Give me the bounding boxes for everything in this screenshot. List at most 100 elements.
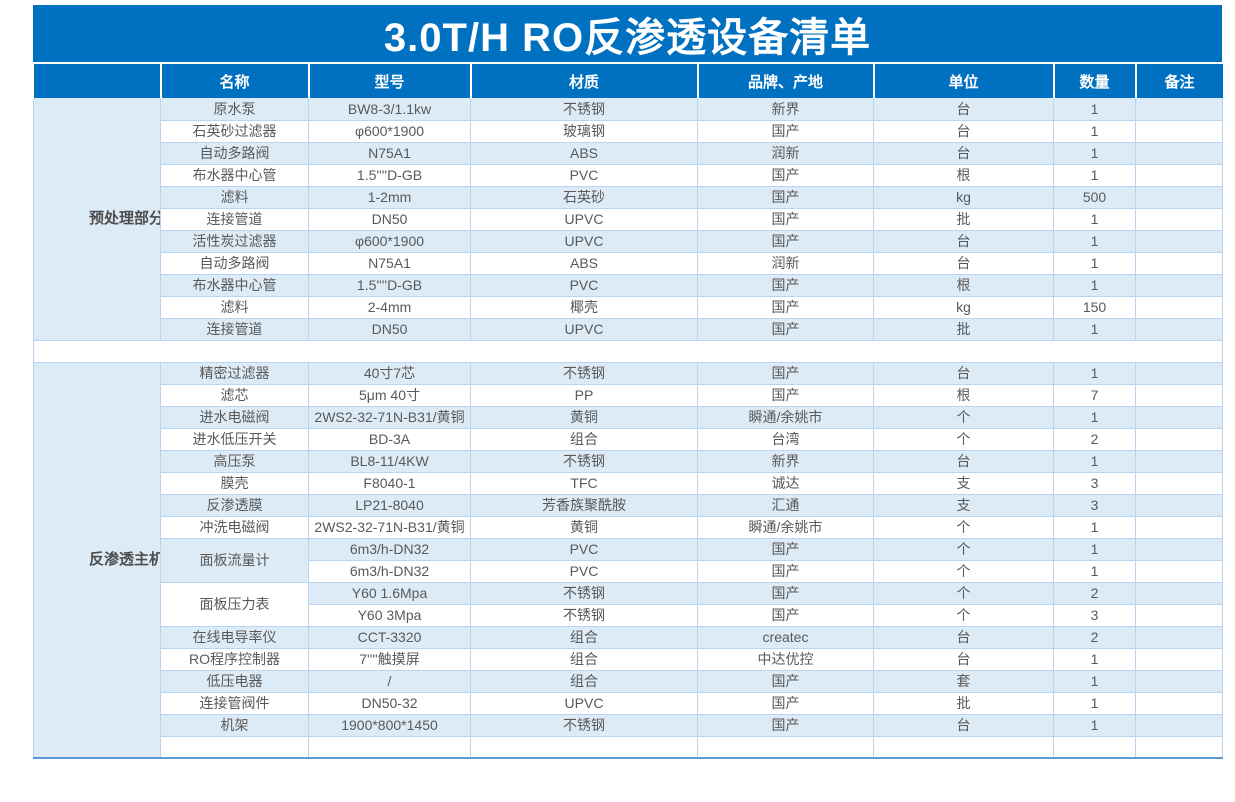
cell-brand — [697, 736, 874, 759]
section-label: 预处理部分 — [33, 98, 161, 341]
table-row: 连接管道 DN50 UPVC 国产批 1 — [34, 318, 1223, 341]
cell-qty: 1 — [1053, 538, 1136, 561]
table-row: 反渗透主机部分精密过滤器40寸7芯不锈钢国产台1 — [33, 362, 1223, 759]
column-header-name: 名称 — [159, 62, 309, 98]
cell-brand: 台湾 — [697, 428, 874, 451]
cell-brand: 润新 — [697, 142, 874, 165]
cell-model: 2WS2-32-71N-B31/黄铜 — [308, 406, 471, 429]
table-row: 6m3/h-DN32 PVC 国产个 1 — [34, 560, 1223, 583]
cell-qty: 1 — [1053, 208, 1136, 231]
equipment-table-body: 预处理部分 原水泵 BW8-3/1.1kw 不锈钢 新界台 1 石英砂过滤器 φ600*190… — [33, 98, 1223, 759]
cell-note — [1135, 98, 1223, 121]
cell-qty: 1 — [1053, 230, 1136, 253]
cell-unit: 台 — [873, 362, 1054, 385]
cell-note — [1135, 604, 1223, 627]
table-row: 面板压力表 Y60 1.6Mpa 不锈钢 国产个 2 — [34, 582, 1223, 627]
cell-qty: 1 — [1053, 318, 1136, 341]
cell-note — [1135, 472, 1223, 495]
cell-note — [1135, 208, 1223, 231]
column-header-section — [33, 62, 161, 98]
cell-note — [1135, 736, 1223, 759]
cell-note — [1135, 296, 1223, 319]
table-row: 低压电器 / 组合 国产套 1 — [34, 670, 1223, 693]
table-row: 进水低压开关 BD-3A 组合 台湾个 2 — [34, 428, 1223, 451]
cell-brand: 国产 — [697, 362, 874, 385]
cell-name: 面板流量计 — [160, 538, 309, 583]
cell-note — [1135, 560, 1223, 583]
cell-brand: 国产 — [697, 582, 874, 605]
cell-name: 布水器中心管 — [160, 164, 309, 187]
cell-qty: 1 — [1053, 450, 1136, 473]
cell-name: 低压电器 — [160, 670, 309, 693]
table-row: 滤芯 5μm 40寸 PP 国产根 7 — [34, 384, 1223, 407]
cell-brand: 国产 — [697, 208, 874, 231]
cell-material: 组合 — [470, 626, 698, 649]
table-row: 自动多路阀 N75A1 ABS 润新台 1 — [34, 252, 1223, 275]
cell-unit: 个 — [873, 516, 1054, 539]
table-row — [34, 736, 1223, 759]
cell-material: UPVC — [470, 318, 698, 341]
cell-model: N75A1 — [308, 142, 471, 165]
equipment-table: 名称 型号 材质 品牌、产地 单位 数量 备注 预处理部分 原水泵 BW8-3/1.… — [33, 62, 1223, 759]
cell-name: 滤芯 — [160, 384, 309, 407]
cell-name: 布水器中心管 — [160, 274, 309, 297]
cell-note — [1135, 494, 1223, 517]
cell-material: PVC — [470, 164, 698, 187]
cell-material: PVC — [470, 538, 698, 561]
cell-model: φ600*1900 — [308, 120, 471, 143]
cell-unit: 支 — [873, 494, 1054, 517]
cell-material: 组合 — [470, 428, 698, 451]
section-separator-row — [33, 340, 1223, 363]
cell-brand: 瞬通/余姚市 — [697, 406, 874, 429]
section-label: 反渗透主机部分 — [33, 362, 161, 759]
table-row: 面板流量计 6m3/h-DN32 PVC 国产个 1 — [34, 538, 1223, 583]
cell-unit: 台 — [873, 450, 1054, 473]
cell-qty: 1 — [1053, 362, 1136, 385]
table-row: 布水器中心管 1.5''''D-GB PVC 国产根 1 — [34, 164, 1223, 187]
cell-note — [1135, 120, 1223, 143]
cell-material: 石英砂 — [470, 186, 698, 209]
cell-unit: 个 — [873, 582, 1054, 605]
column-header-qty: 数量 — [1052, 62, 1136, 98]
cell-material: 组合 — [470, 670, 698, 693]
cell-model: 1-2mm — [308, 186, 471, 209]
cell-qty: 150 — [1053, 296, 1136, 319]
cell-unit: kg — [873, 186, 1054, 209]
cell-material: 不锈钢 — [470, 582, 698, 605]
header-row: 名称 型号 材质 品牌、产地 单位 数量 备注 — [33, 62, 1223, 98]
cell-brand: 国产 — [697, 120, 874, 143]
cell-brand: 国产 — [697, 186, 874, 209]
table-row: 高压泵 BL8-11/4KW 不锈钢 新界台 1 — [34, 450, 1223, 473]
cell-name: 石英砂过滤器 — [160, 120, 309, 143]
table-row: 反渗透膜 LP21-8040 芳香族聚酰胺 汇通支 3 — [34, 494, 1223, 517]
cell-brand: 国产 — [697, 164, 874, 187]
document-title: 3.0T/H RO反渗透设备清单 — [33, 5, 1222, 62]
cell-material — [470, 736, 698, 759]
cell-qty: 1 — [1053, 252, 1136, 275]
cell-brand: 国产 — [697, 538, 874, 561]
cell-name: 滤料 — [160, 296, 309, 319]
table-row: 冲洗电磁阀 2WS2-32-71N-B31/黄铜 黄铜 瞬通/余姚市个 1 — [34, 516, 1223, 539]
cell-material: 组合 — [470, 648, 698, 671]
cell-name: 连接管道 — [160, 208, 309, 231]
cell-material: 不锈钢 — [470, 714, 698, 737]
cell-material: 芳香族聚酰胺 — [470, 494, 698, 517]
cell-material: 玻璃钢 — [470, 120, 698, 143]
table-row: 连接管阀件 DN50-32 UPVC 国产批 1 — [34, 692, 1223, 715]
cell-brand: 中达优控 — [697, 648, 874, 671]
cell-qty: 2 — [1053, 428, 1136, 451]
table-row: 预处理部分 原水泵 BW8-3/1.1kw 不锈钢 新界台 1 — [33, 98, 1223, 341]
cell-brand: createc — [697, 626, 874, 649]
cell-qty: 3 — [1053, 494, 1136, 517]
cell-material: UPVC — [470, 208, 698, 231]
cell-unit: 套 — [873, 670, 1054, 693]
column-header-unit: 单位 — [872, 62, 1054, 98]
table-row: 自动多路阀 N75A1 ABS 润新台 1 — [34, 142, 1223, 165]
table-header: 名称 型号 材质 品牌、产地 单位 数量 备注 — [33, 62, 1223, 98]
cell-qty: 7 — [1053, 384, 1136, 407]
cell-note — [1135, 406, 1223, 429]
cell-brand: 诚达 — [697, 472, 874, 495]
cell-unit: 台 — [873, 120, 1054, 143]
cell-name: 反渗透膜 — [160, 494, 309, 517]
cell-unit: 批 — [873, 318, 1054, 341]
